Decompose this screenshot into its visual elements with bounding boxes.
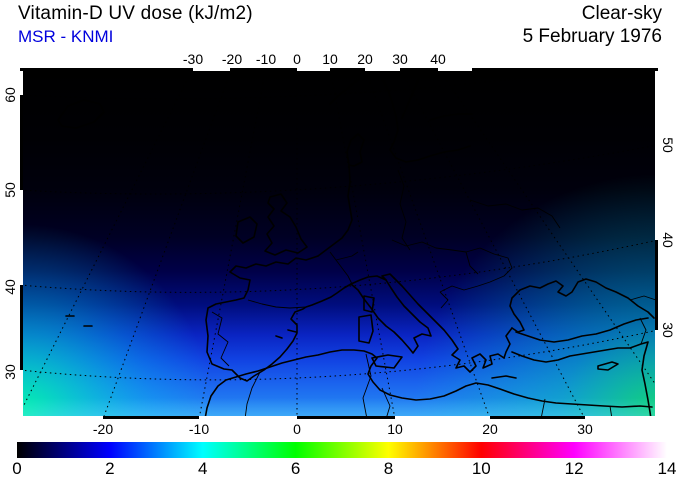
top-axis-tick-label: -10 (255, 51, 277, 67)
map-frame (20, 68, 658, 419)
bottom-axis-tick-label: -10 (188, 421, 210, 437)
left-axis-tick-label: 40 (2, 279, 18, 295)
top-axis-tick-label: -30 (182, 51, 204, 67)
bottom-axis-tick-label: -20 (92, 421, 114, 437)
colorbar (17, 442, 667, 458)
right-axis-tick-label: 40 (660, 232, 676, 248)
top-axis-tick-label: -20 (221, 51, 243, 67)
colorbar-tick-label: 6 (290, 459, 301, 478)
bottom-axis-tick-label: 30 (577, 421, 593, 437)
bottom-axis-tick-label: 20 (482, 421, 498, 437)
top-axis-tick-label: 30 (392, 51, 408, 67)
left-axis-tick-label: 60 (2, 87, 18, 103)
top-axis-tick-label: 20 (357, 51, 373, 67)
top-axis-tick-label: 40 (430, 51, 446, 67)
top-axis-tick-label: 10 (322, 51, 338, 67)
left-axis-tick-label: 30 (2, 364, 18, 380)
right-axis-tick-label: 50 (660, 137, 676, 153)
map-canvas (20, 68, 658, 419)
colorbar-tick-label: 14 (657, 459, 677, 478)
colorbar-tick-label: 0 (12, 459, 22, 478)
bottom-axis-tick-label: 0 (293, 421, 301, 437)
coastlines (57, 68, 655, 419)
page-title: Vitamin-D UV dose (kJ/m2) (18, 3, 253, 24)
left-axis-tick-label: 50 (2, 182, 18, 198)
sky-condition-label: Clear-sky (581, 3, 662, 24)
right-axis-tick-label: 30 (660, 322, 676, 338)
colorbar-tick-label: 4 (197, 459, 208, 478)
data-source-label: MSR - KNMI (18, 27, 114, 46)
top-axis-tick-label: 0 (293, 51, 301, 67)
uv-field (20, 68, 658, 419)
bottom-axis-tick-label: 10 (387, 421, 403, 437)
colorbar-tick-label: 2 (105, 459, 115, 478)
map-date-label: 5 February 1976 (522, 26, 662, 47)
colorbar-tick-label: 12 (564, 459, 584, 478)
colorbar-tick-label: 8 (383, 459, 394, 478)
colorbar-tick-label: 10 (471, 459, 491, 478)
country-borders (211, 169, 657, 419)
